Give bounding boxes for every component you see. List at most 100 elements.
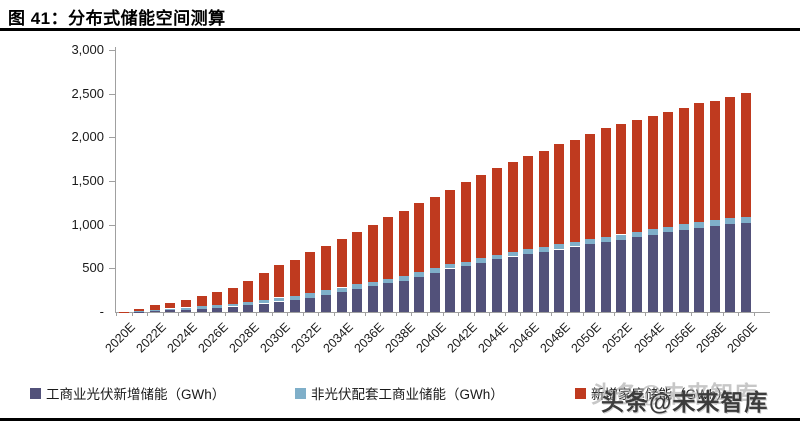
y-axis-line xyxy=(115,47,116,313)
bar-segment xyxy=(585,134,596,240)
bar-segment xyxy=(165,310,176,312)
bar-segment xyxy=(569,140,580,243)
bar-segment xyxy=(663,112,673,227)
x-tick xyxy=(504,312,506,316)
bar-segment xyxy=(631,120,642,232)
bar-segment xyxy=(445,264,456,269)
bar-segment xyxy=(367,282,378,287)
x-tick xyxy=(567,312,568,316)
legend-item-ci-pv-storage: 工商业光伏新增储能（GWh） xyxy=(30,383,225,403)
bar-segment xyxy=(600,128,611,237)
bar-segment xyxy=(383,283,394,312)
bar-segment xyxy=(694,103,705,223)
x-axis-line xyxy=(115,312,770,313)
bar-segment xyxy=(305,293,316,298)
bar-segment xyxy=(181,300,191,308)
x-tick xyxy=(613,312,615,316)
bar-segment xyxy=(196,308,207,312)
bar-segment xyxy=(274,264,285,298)
bar-segment xyxy=(663,226,673,233)
bar-segment xyxy=(476,175,487,259)
x-tick xyxy=(178,312,180,316)
bar-segment xyxy=(678,229,689,312)
bar-segment xyxy=(740,93,751,217)
legend-label: 工商业光伏新增储能（GWh） xyxy=(46,387,226,402)
bar-segment xyxy=(149,311,160,313)
bar-segment xyxy=(367,286,378,312)
bar-segment xyxy=(647,229,658,235)
x-tick xyxy=(349,312,351,316)
x-tick xyxy=(256,312,257,316)
x-tick xyxy=(442,312,444,316)
bar-segment xyxy=(367,225,378,283)
bar-segment xyxy=(165,308,176,311)
x-tick xyxy=(458,312,460,316)
bar-segment xyxy=(507,162,518,253)
bar-segment xyxy=(414,203,425,273)
x-tick xyxy=(271,312,273,316)
legend-label: 新增家庭储能（GWh） xyxy=(591,387,730,402)
bar-segment xyxy=(460,261,471,267)
x-tick xyxy=(473,312,475,316)
bar-segment xyxy=(429,272,440,312)
bar-segment xyxy=(181,309,191,312)
bar-segment xyxy=(694,228,705,312)
bar-segment xyxy=(243,281,254,303)
bar-segment xyxy=(678,224,689,230)
bar-segment xyxy=(398,276,409,281)
x-tick xyxy=(209,312,211,316)
bottom-divider xyxy=(0,418,800,421)
bar-segment xyxy=(429,267,440,273)
x-tick xyxy=(287,312,289,316)
bar-segment xyxy=(134,309,145,312)
y-tick xyxy=(109,50,115,51)
y-tick xyxy=(109,137,115,139)
y-axis-tick-label: 500 xyxy=(82,260,104,276)
bar-segment xyxy=(538,247,549,253)
x-tick xyxy=(333,312,335,316)
bar-segment xyxy=(414,272,425,277)
bar-segment xyxy=(600,242,611,312)
y-axis-tick-label: 3,000 xyxy=(71,42,104,57)
bar-segment xyxy=(352,288,362,312)
bar-segment xyxy=(569,246,580,312)
bar-segment xyxy=(134,311,145,313)
y-axis-tick-label: - xyxy=(99,304,104,319)
bar-segment xyxy=(492,168,502,256)
x-tick xyxy=(147,312,149,316)
bar-segment xyxy=(336,239,347,288)
x-tick xyxy=(675,312,677,316)
bar-segment xyxy=(320,290,331,295)
legend-item-household-storage: 新增家庭储能（GWh） xyxy=(575,383,730,403)
x-tick xyxy=(722,312,724,316)
bar-segment xyxy=(616,239,627,312)
bar-segment xyxy=(616,124,627,235)
bar-segment xyxy=(460,266,471,312)
x-tick xyxy=(520,312,522,316)
bar-segment xyxy=(569,242,580,247)
bar-segment xyxy=(274,297,285,302)
watermark: 头条@未来智库 xyxy=(601,389,769,415)
bar-segment xyxy=(305,297,316,312)
bar-segment xyxy=(398,280,409,312)
x-tick xyxy=(427,312,428,316)
legend-swatch-red xyxy=(575,387,586,399)
bar-segment xyxy=(118,311,129,313)
bar-segment xyxy=(585,239,596,245)
bar-segment xyxy=(492,255,502,260)
bar-segment xyxy=(274,301,285,312)
bar-segment xyxy=(258,273,269,301)
x-tick xyxy=(691,312,693,316)
bar-segment xyxy=(709,220,720,226)
x-tick xyxy=(131,312,133,316)
bar-segment xyxy=(616,234,627,240)
y-axis-tick-label: 1,500 xyxy=(71,173,104,188)
x-tick xyxy=(582,312,584,316)
bar-segment xyxy=(709,226,720,312)
bar-segment xyxy=(445,268,456,312)
bar-segment xyxy=(492,259,502,312)
legend-item-non-pv-ci-storage: 非光伏配套工商业储能（GWh） xyxy=(295,383,504,403)
bar-segment xyxy=(740,222,751,312)
